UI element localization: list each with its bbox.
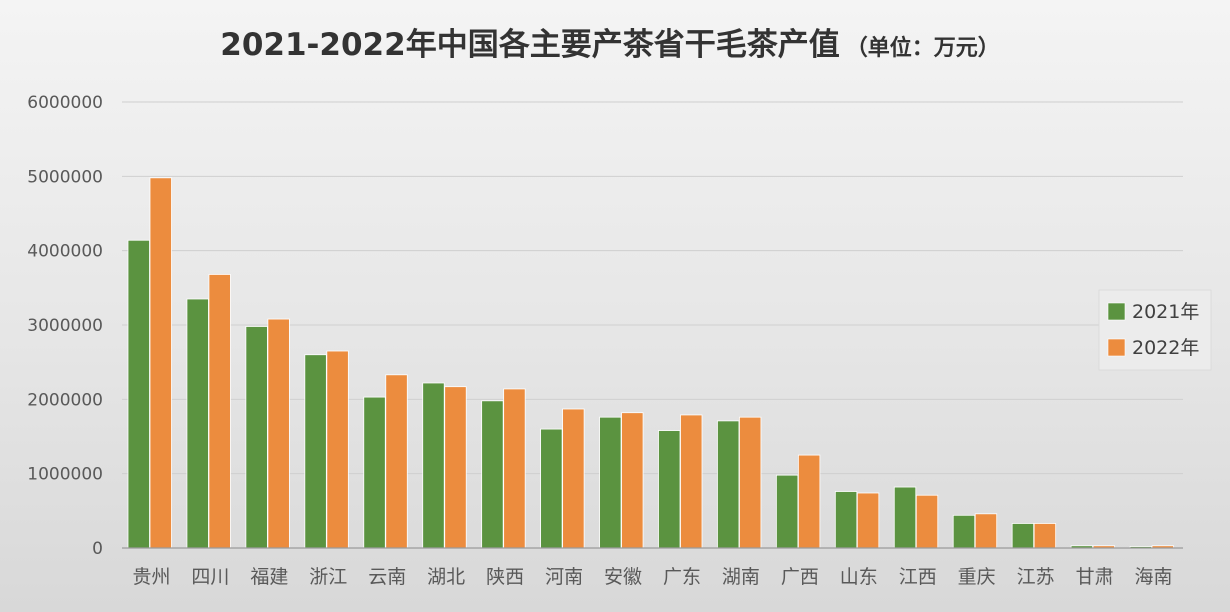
chart-title-group: 2021-2022年中国各主要产茶省干毛茶产值 （单位：万元）: [220, 27, 999, 63]
bar-2022-4: [385, 374, 408, 549]
x-tick-label: 浙江: [309, 566, 347, 588]
bar-2021-10: [717, 420, 740, 549]
bar-2022-12: [856, 492, 880, 549]
bar-2021-7: [540, 428, 563, 549]
bar-2022-11: [797, 454, 821, 549]
bar-2021-1: [186, 298, 209, 549]
x-tick-label: 江西: [899, 566, 937, 588]
x-tick-label: 甘肃: [1076, 566, 1114, 588]
legend-label: 2022年: [1132, 337, 1199, 359]
x-tick-label: 河南: [545, 566, 583, 588]
y-tick-label: 0: [92, 539, 103, 559]
bar-2021-12: [834, 491, 858, 549]
bar-2022-3: [326, 350, 349, 549]
y-axis-ticks: 0 1000000 2000000 3000000 4000000 5000000 6000…: [27, 93, 103, 559]
x-axis-ticks: 贵州 四川 福建 浙江 云南 湖北 陕西 河南 安徽 广东 湖南 广西 山东 江西 重庆 江苏 甘肃 海南: [132, 566, 1172, 588]
bar-2021-9: [658, 430, 681, 549]
bar-2022-7: [562, 408, 585, 549]
x-tick-label: 贵州: [132, 566, 170, 588]
bar-2021-4: [363, 396, 386, 549]
y-tick-label: 1000000: [27, 465, 103, 485]
gridlines: [122, 101, 1183, 475]
x-tick-label: 重庆: [958, 566, 996, 588]
bar-2021-15: [1011, 523, 1035, 549]
chart-title-unit: （单位：万元）: [846, 35, 1000, 61]
bar-2022-9: [680, 414, 703, 549]
bar-2022-14: [974, 513, 998, 549]
legend: 2021年 2022年: [1098, 289, 1212, 371]
bar-2022-13: [915, 494, 939, 549]
bar-2021-3: [304, 354, 327, 549]
x-tick-label: 广东: [663, 566, 701, 588]
bar-2021-14: [952, 514, 976, 549]
x-tick-label: 海南: [1135, 566, 1173, 588]
x-tick-label: 安徽: [604, 566, 642, 588]
bar-2022-10: [739, 416, 762, 549]
x-tick-label: 云南: [368, 566, 406, 588]
bar-2022-1: [208, 274, 231, 549]
x-tick-label: 江苏: [1017, 566, 1055, 588]
bar-2021-5: [422, 382, 445, 549]
x-tick-label: 广西: [781, 566, 819, 588]
y-tick-label: 5000000: [27, 167, 103, 187]
legend-label: 2021年: [1132, 301, 1199, 323]
bar-2021-6: [481, 400, 504, 549]
bar-2021-13: [893, 486, 917, 549]
bar-2021-0: [127, 239, 150, 549]
x-tick-label: 湖北: [427, 566, 465, 588]
bar-2022-5: [444, 386, 467, 549]
x-tick-label: 山东: [840, 566, 878, 588]
bar-2021-2: [245, 326, 268, 549]
legend-swatch: [1107, 302, 1126, 321]
x-tick-label: 福建: [250, 566, 288, 588]
bar-2021-11: [775, 474, 799, 549]
y-tick-label: 4000000: [27, 242, 103, 262]
y-tick-label: 6000000: [27, 93, 103, 113]
x-tick-label: 四川: [191, 566, 229, 588]
bars: [127, 177, 1174, 549]
bar-2022-2: [267, 318, 290, 549]
bar-2021-8: [599, 416, 622, 549]
svg-text:2021-2022年中国各主要产茶省干毛茶产值（单位：万元）: 2021-2022年中国各主要产茶省干毛茶产值 （单位：万元）: [220, 27, 999, 63]
bar-2022-8: [621, 412, 644, 549]
bar-2022-0: [149, 177, 172, 549]
bar-2022-6: [503, 388, 526, 549]
bar-2022-15: [1033, 523, 1057, 549]
y-tick-label: 2000000: [27, 390, 103, 410]
chart-title: 2021-2022年中国各主要产茶省干毛茶产值: [220, 27, 839, 63]
y-tick-label: 3000000: [27, 316, 103, 336]
legend-swatch: [1107, 338, 1126, 357]
x-tick-label: 湖南: [722, 566, 760, 588]
x-tick-label: 陕西: [486, 566, 524, 588]
